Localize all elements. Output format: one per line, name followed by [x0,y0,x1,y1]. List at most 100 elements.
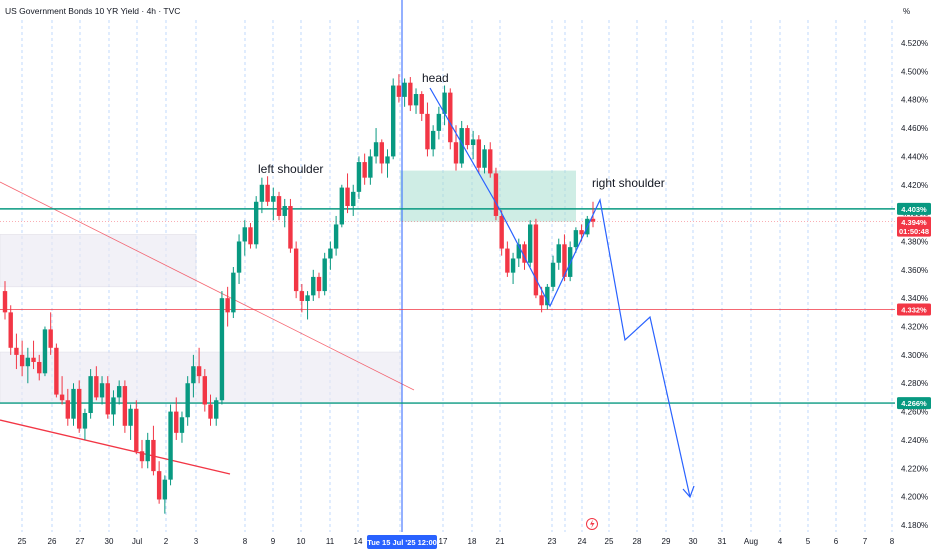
candle-body [362,162,367,178]
candle-body [425,113,430,150]
candle [14,333,19,370]
candle-body [528,224,533,263]
candle [225,286,230,327]
candle-body [282,206,287,216]
candle-body [328,248,333,259]
candle-body [396,85,402,97]
candle-body [385,156,390,164]
candle [379,139,384,174]
candle [305,291,310,320]
candle-body [48,329,53,348]
zones [0,170,576,404]
x-tick-label: 28 [633,537,642,546]
candle [505,241,510,277]
candle [99,376,105,405]
candle-body [128,408,133,426]
candle [202,369,208,412]
y-tick-label: 4.180% [901,521,928,530]
candle-body [539,295,544,306]
y-tick-label: 4.320% [901,323,928,332]
level-badge-label: 4.266% [901,399,927,408]
candle-body [510,258,516,273]
x-tick-label: 23 [548,537,557,546]
candle-body [390,85,396,157]
candle-body [402,82,407,97]
x-tick-label: 25 [605,537,614,546]
x-tick-label: 29 [662,537,671,546]
candle-body [14,347,19,355]
current-price-badge [897,216,931,237]
candle [88,369,93,419]
level-badge-1 [897,303,931,316]
candle-body [339,187,345,225]
candle-body [436,113,442,131]
x-tick-label: Jul [132,537,142,546]
candle-body [379,142,384,164]
y-tick-label: 4.500% [901,67,928,76]
candle [288,198,293,253]
candle [430,125,436,157]
candle-body [236,241,242,273]
candle [37,354,42,381]
candle-body [516,244,521,259]
candle-body [316,276,322,292]
x-tick-label: 25 [18,537,27,546]
y-tick-label: 4.280% [901,379,928,388]
trend-lines [0,0,415,532]
level-badge-2 [897,397,931,410]
x-axis[interactable]: 25262730Jul23891011141517182123242528293… [18,535,895,549]
candle-body [116,386,122,398]
x-tick-label: 17 [439,537,448,546]
candle-body [162,479,168,500]
candle [488,142,493,178]
candle-body [299,291,305,302]
candle [19,340,25,377]
candle-body [105,383,110,415]
candle-body [168,411,173,480]
candle-body [470,139,476,146]
candle [311,269,316,302]
candle-body [225,298,230,313]
candle [533,218,539,299]
price-badges: 4.403% 4.332% 4.266% 4.394%01:50:48 [897,202,931,410]
candle-body [31,357,36,362]
candle-body [293,248,299,292]
candle [253,196,259,249]
level-badge-label: 4.332% [901,306,927,315]
candle-body [122,386,128,426]
candle [82,408,88,440]
candle-body [54,347,59,395]
candle [259,177,265,214]
candle-body [214,400,219,419]
x-tick-label: 9 [271,537,276,546]
x-tick-label: 4 [778,537,783,546]
candle [282,198,287,228]
trend-line-upper [0,181,415,391]
candle-body [356,162,362,192]
candle-body [368,156,373,178]
candle [271,187,276,221]
candle-body [590,218,596,222]
y-tick-label: 4.200% [901,493,928,502]
y-tick-label: 4.420% [901,181,928,190]
projection-path [429,87,695,499]
candle-body [545,286,550,306]
candle [293,241,299,299]
candle-body [476,139,482,168]
candle-body [71,388,76,419]
candle-body [185,383,190,418]
x-tick-label: 21 [496,537,505,546]
candle [208,394,213,426]
candle [408,77,413,112]
alert-icon[interactable] [586,518,598,530]
y-tick-label: 4.460% [901,124,928,133]
candle [156,461,162,504]
candle [54,343,59,398]
annotation-right-shoulder: right shoulder [592,176,665,190]
candle [436,106,442,140]
candle-body [202,376,208,405]
candle [248,223,253,249]
candle-body [413,94,419,106]
annotations: left shoulder head right shoulder [258,71,665,190]
